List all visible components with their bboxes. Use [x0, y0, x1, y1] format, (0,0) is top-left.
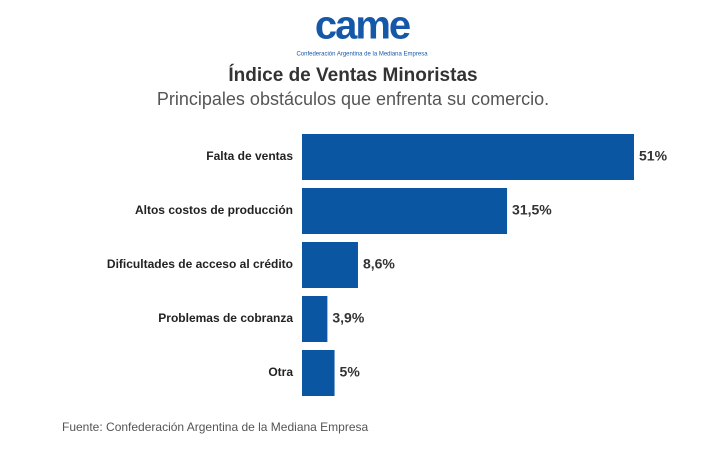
value-label: 5% — [340, 364, 361, 380]
bar — [302, 350, 335, 396]
bar — [302, 134, 634, 180]
bar — [302, 296, 328, 342]
logo-subtitle: Confederación Argentina de la Mediana Em… — [296, 52, 428, 58]
category-label: Dificultades de acceso al crédito — [107, 257, 293, 271]
value-label: 3,9% — [332, 310, 364, 326]
bar — [302, 188, 508, 234]
category-label: Altos costos de producción — [135, 203, 293, 217]
source: Fuente: Confederación Argentina de la Me… — [62, 420, 369, 434]
value-label: 8,6% — [363, 256, 395, 272]
bar — [302, 242, 358, 288]
chart-subtitle: Principales obstáculos que enfrenta su c… — [157, 89, 549, 109]
value-label: 31,5% — [512, 202, 552, 218]
category-label: Falta de ventas — [206, 149, 293, 163]
logo: came — [315, 4, 410, 48]
value-label: 51% — [639, 148, 668, 164]
category-label: Otra — [268, 365, 293, 379]
category-label: Problemas de cobranza — [158, 311, 293, 325]
chart-title: Índice de Ventas Minoristas — [228, 64, 477, 86]
